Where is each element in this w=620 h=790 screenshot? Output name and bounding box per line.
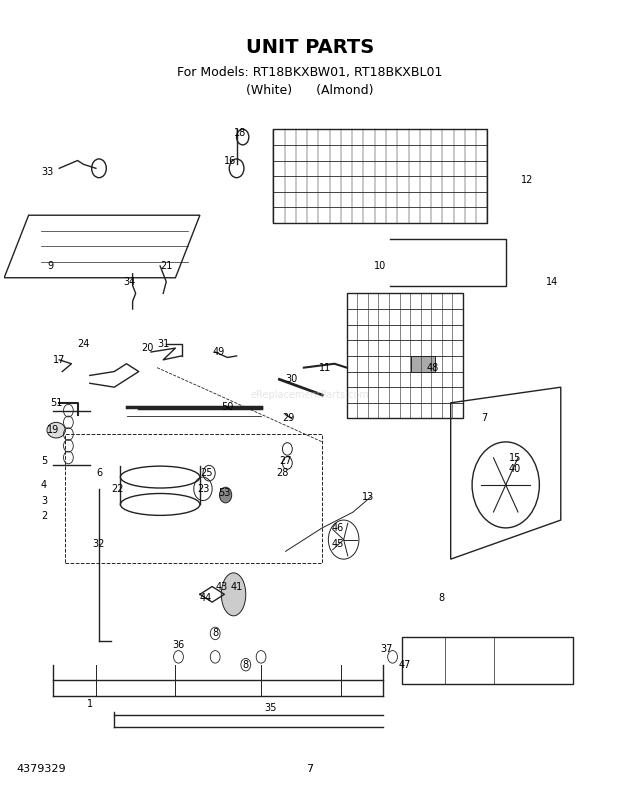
Text: 51: 51	[50, 398, 63, 408]
Text: 37: 37	[380, 644, 392, 654]
Circle shape	[219, 487, 232, 503]
Text: For Models: RT18BKXBW01, RT18BKXBL01: For Models: RT18BKXBW01, RT18BKXBL01	[177, 66, 443, 80]
Text: 53: 53	[218, 487, 231, 498]
Text: 21: 21	[160, 261, 172, 271]
Text: 31: 31	[157, 339, 169, 349]
Text: 15: 15	[509, 453, 521, 462]
Text: 18: 18	[234, 128, 246, 138]
Text: 12: 12	[521, 175, 533, 185]
Text: 19: 19	[47, 425, 60, 435]
Text: 36: 36	[172, 640, 185, 650]
Text: 17: 17	[53, 355, 65, 365]
Text: 9: 9	[47, 261, 53, 271]
Bar	[347, 293, 463, 419]
Text: 4379329: 4379329	[16, 764, 66, 773]
Text: 4: 4	[41, 480, 47, 490]
Text: 22: 22	[111, 483, 123, 494]
Text: 49: 49	[212, 347, 224, 357]
Text: 3: 3	[41, 495, 47, 506]
Text: 47: 47	[399, 660, 411, 670]
Text: 43: 43	[215, 581, 228, 592]
Text: 33: 33	[41, 167, 53, 177]
Text: 8: 8	[438, 593, 445, 604]
Text: 5: 5	[41, 457, 47, 466]
Text: 24: 24	[78, 339, 90, 349]
Text: 11: 11	[319, 363, 332, 373]
Text: 20: 20	[142, 343, 154, 353]
Text: 7: 7	[306, 764, 314, 773]
Text: 25: 25	[200, 468, 212, 478]
Text: 46: 46	[332, 523, 343, 533]
Text: 48: 48	[426, 363, 438, 373]
Text: 41: 41	[231, 581, 242, 592]
Text: 40: 40	[509, 465, 521, 474]
Text: 35: 35	[264, 702, 277, 713]
Text: 27: 27	[279, 457, 292, 466]
Text: 6: 6	[96, 468, 102, 478]
Text: (White)      (Almond): (White) (Almond)	[246, 84, 374, 96]
Text: 28: 28	[277, 468, 289, 478]
Text: 8: 8	[242, 660, 249, 670]
Text: 13: 13	[362, 491, 374, 502]
Text: 2: 2	[41, 511, 47, 521]
Ellipse shape	[221, 573, 246, 616]
Ellipse shape	[47, 423, 65, 438]
Text: 50: 50	[221, 402, 234, 412]
Text: 7: 7	[481, 413, 487, 423]
Text: 32: 32	[93, 539, 105, 548]
Text: 23: 23	[197, 483, 209, 494]
Text: 29: 29	[282, 413, 294, 423]
Text: 30: 30	[286, 374, 298, 385]
Bar	[273, 130, 487, 223]
Bar	[411, 356, 435, 371]
Bar	[65, 434, 322, 563]
Text: 45: 45	[331, 539, 343, 548]
Text: 8: 8	[212, 628, 218, 638]
Text: 34: 34	[123, 276, 136, 287]
Text: 16: 16	[224, 156, 237, 165]
Text: 14: 14	[546, 276, 558, 287]
Text: 44: 44	[200, 593, 212, 604]
Text: UNIT PARTS: UNIT PARTS	[246, 38, 374, 57]
Text: 1: 1	[87, 699, 93, 709]
Text: 10: 10	[374, 261, 386, 271]
Text: eReplacementParts.com: eReplacementParts.com	[250, 390, 370, 400]
